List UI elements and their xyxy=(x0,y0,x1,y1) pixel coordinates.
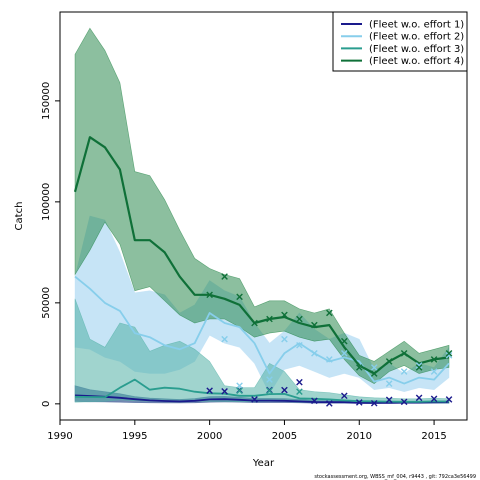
y-tick-label: 50000 xyxy=(41,287,52,319)
observed-point-series-2 xyxy=(311,350,318,357)
observed-point-series-4 xyxy=(236,293,243,301)
observed-point-series-4 xyxy=(221,273,228,280)
observed-point-series-1 xyxy=(385,396,393,404)
observed-point-series-4 xyxy=(400,350,408,357)
plot-frame xyxy=(59,11,468,421)
observed-point-series-2 xyxy=(370,364,378,371)
band-series-4 xyxy=(74,27,450,384)
x-axis-title: Year xyxy=(252,458,275,469)
observed-point-series-1 xyxy=(445,396,453,403)
x-tick-label: 2015 xyxy=(421,431,446,442)
observed-point-series-2 xyxy=(445,352,453,359)
legend-label: (Fleet w.o. effort 1) xyxy=(369,20,464,31)
y-axis: 0 50000 100000 150000 xyxy=(41,82,60,407)
legend-item: (Fleet w.o. effort 1) xyxy=(341,20,464,31)
observed-point-series-4 xyxy=(445,350,453,357)
legend-item: (Fleet w.o. effort 3) xyxy=(341,44,464,55)
x-tick-label: 1995 xyxy=(122,431,147,442)
observed-point-series-1 xyxy=(311,397,318,405)
y-axis-title: Catch xyxy=(14,202,25,231)
observed-point-series-4 xyxy=(355,364,363,371)
observed-point-series-2 xyxy=(281,335,288,343)
observed-point-series-1 xyxy=(370,399,378,407)
observed-point-series-1 xyxy=(400,398,408,406)
observed-point-series-1 xyxy=(251,396,258,403)
legend-label: (Fleet w.o. effort 2) xyxy=(369,32,464,43)
observed-point-series-2 xyxy=(430,368,438,375)
y-tick-label: 0 xyxy=(41,401,52,407)
observed-point-series-4 xyxy=(281,311,288,319)
observed-point-series-1 xyxy=(206,387,213,395)
observed-point-series-3 xyxy=(296,388,303,396)
confidence-bands xyxy=(74,27,450,404)
observed-point-series-2 xyxy=(326,356,333,363)
observed-point-series-1 xyxy=(221,388,228,395)
observed-point-series-2 xyxy=(266,376,273,383)
observed-point-series-4 xyxy=(296,315,303,323)
observed-point-series-2 xyxy=(296,341,303,349)
observed-point-series-1 xyxy=(341,392,348,400)
x-axis: 1990 1995 2000 2005 2010 2015 xyxy=(47,420,447,442)
observed-point-series-4 xyxy=(415,364,423,371)
observed-point-series-4 xyxy=(326,309,333,317)
y-tick-label: 100000 xyxy=(41,183,52,221)
observed-point-series-3 xyxy=(266,387,273,395)
observed-point-series-1 xyxy=(326,400,333,407)
legend-label: (Fleet w.o. effort 3) xyxy=(369,44,464,55)
legend-item: (Fleet w.o. effort 2) xyxy=(341,32,464,43)
observed-point-series-2 xyxy=(236,382,243,389)
observed-point-series-4 xyxy=(385,358,393,365)
observed-point-series-4 xyxy=(430,356,438,363)
observed-point-series-1 xyxy=(296,378,303,386)
x-tick-label: 2005 xyxy=(272,431,297,442)
footnote: stockassessment.org, WBSS_mf_004, r9443 … xyxy=(314,474,476,480)
observed-point-series-4 xyxy=(341,337,348,345)
x-tick-label: 2010 xyxy=(347,431,372,442)
y-tick-label: 150000 xyxy=(41,82,52,120)
observed-point-series-2 xyxy=(221,335,228,343)
x-tick-label: 2000 xyxy=(197,431,222,442)
observed-point-series-2 xyxy=(400,368,408,375)
observed-point-series-1 xyxy=(430,395,438,403)
observed-point-series-4 xyxy=(266,315,273,323)
observed-point-series-4 xyxy=(251,319,258,327)
observed-point-series-2 xyxy=(415,362,423,369)
observed-point-series-3 xyxy=(236,387,243,395)
line-series-2 xyxy=(74,275,450,385)
observed-points xyxy=(206,273,453,407)
observed-point-series-1 xyxy=(415,394,423,402)
legend: (Fleet w.o. effort 1)(Fleet w.o. effort … xyxy=(332,11,468,72)
x-tick-label: 1990 xyxy=(47,431,72,442)
observed-point-series-1 xyxy=(355,399,363,406)
observed-point-series-4 xyxy=(370,370,378,377)
observed-point-series-2 xyxy=(341,350,348,357)
legend-item: (Fleet w.o. effort 4) xyxy=(341,56,464,67)
observed-point-series-2 xyxy=(385,380,393,387)
observed-point-series-4 xyxy=(206,291,213,299)
observed-point-series-1 xyxy=(281,386,288,394)
legend-label: (Fleet w.o. effort 4) xyxy=(369,56,464,67)
observed-point-series-4 xyxy=(311,321,318,329)
